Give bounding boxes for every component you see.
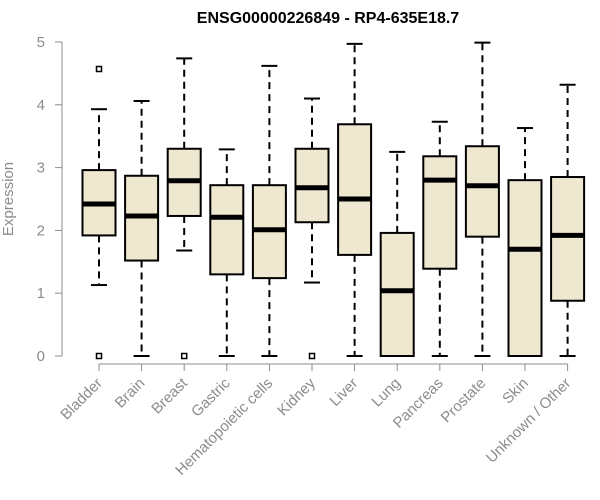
iqr-box — [209, 184, 245, 276]
iqr-box — [507, 179, 543, 357]
iqr-box — [337, 123, 373, 256]
y-tick-label: 0 — [37, 348, 45, 365]
outlier-point — [95, 352, 103, 360]
y-tick-label: 4 — [37, 97, 45, 114]
box-breast — [166, 57, 202, 360]
box-gastric — [209, 148, 245, 357]
box-hematopoietic-cells — [251, 64, 287, 357]
y-axis-label: Expression — [0, 162, 17, 236]
box-unknown-other — [550, 83, 586, 357]
box-lung — [379, 150, 415, 357]
outlier-point — [95, 65, 103, 73]
x-tick-label: Brain — [112, 375, 149, 412]
box-kidney — [294, 97, 330, 360]
box-bladder — [81, 65, 117, 360]
outlier-point — [180, 352, 188, 360]
box-prostate — [464, 41, 500, 357]
y-tick-label: 2 — [37, 222, 45, 239]
y-tick-label: 1 — [37, 285, 45, 302]
x-tick-label: Kidney — [274, 374, 319, 419]
x-tick-label: Breast — [148, 374, 191, 417]
y-tick-label: 5 — [37, 34, 45, 51]
x-tick-label: Liver — [326, 375, 361, 410]
box-liver — [337, 42, 373, 357]
iqr-box — [464, 145, 500, 238]
y-tick-label: 3 — [37, 160, 45, 177]
iqr-box — [422, 155, 458, 270]
boxes-group — [81, 41, 586, 360]
box-brain — [124, 100, 160, 357]
box-pancreas — [422, 120, 458, 357]
outlier-point — [308, 352, 316, 360]
y-axis: 0 1 2 3 4 5 — [37, 34, 63, 365]
x-tick-label: Skin — [499, 375, 532, 408]
chart-title: ENSG00000226849 - RP4-635E18.7 — [197, 10, 460, 27]
x-tick-label: Lung — [368, 375, 404, 411]
x-tick-label: Prostate — [438, 375, 490, 427]
iqr-box — [550, 176, 586, 302]
box-skin — [507, 127, 543, 357]
iqr-box — [379, 231, 415, 357]
x-tick-label: Bladder — [57, 375, 106, 424]
